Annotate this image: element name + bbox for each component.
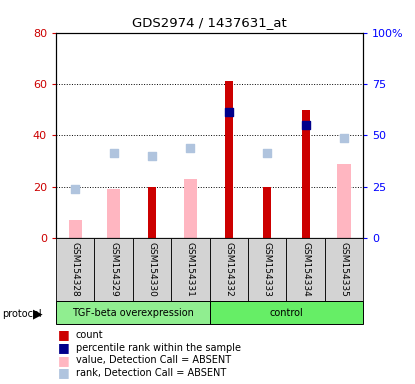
Point: [187, 145, 194, 151]
Bar: [302, 110, 310, 238]
Bar: [210, 301, 363, 324]
Text: GSM154329: GSM154329: [109, 242, 118, 297]
Bar: [56, 238, 95, 301]
Point: [110, 150, 117, 156]
Point: [225, 109, 232, 115]
Point: [264, 150, 271, 156]
Bar: [95, 238, 133, 301]
Text: TGF-beta overexpression: TGF-beta overexpression: [72, 308, 194, 318]
Text: ■: ■: [58, 341, 70, 354]
Bar: [248, 238, 286, 301]
Bar: [263, 187, 271, 238]
Bar: [225, 81, 233, 238]
Point: [302, 122, 309, 128]
Text: ■: ■: [58, 328, 70, 341]
Point: [149, 153, 155, 159]
Bar: [210, 238, 248, 301]
Bar: [325, 238, 363, 301]
Text: control: control: [269, 308, 303, 318]
Point: [341, 135, 347, 141]
Text: GSM154332: GSM154332: [224, 242, 233, 297]
Bar: [148, 187, 156, 238]
Text: GSM154333: GSM154333: [263, 242, 272, 297]
Text: ▶: ▶: [33, 307, 43, 320]
Text: rank, Detection Call = ABSENT: rank, Detection Call = ABSENT: [76, 368, 226, 378]
Text: GSM154331: GSM154331: [186, 242, 195, 297]
Bar: [337, 164, 351, 238]
Text: GSM154330: GSM154330: [147, 242, 156, 297]
Bar: [133, 238, 171, 301]
Bar: [68, 220, 82, 238]
Bar: [56, 301, 210, 324]
Text: protocol: protocol: [2, 309, 42, 319]
Text: GSM154334: GSM154334: [301, 242, 310, 297]
Text: GSM154335: GSM154335: [339, 242, 349, 297]
Title: GDS2974 / 1437631_at: GDS2974 / 1437631_at: [132, 16, 287, 29]
Text: ■: ■: [58, 366, 70, 379]
Bar: [107, 189, 120, 238]
Text: ■: ■: [58, 354, 70, 367]
Text: value, Detection Call = ABSENT: value, Detection Call = ABSENT: [76, 355, 231, 365]
Text: percentile rank within the sample: percentile rank within the sample: [76, 343, 241, 353]
Text: count: count: [76, 330, 103, 340]
Text: GSM154328: GSM154328: [71, 242, 80, 297]
Bar: [286, 238, 325, 301]
Point: [72, 186, 78, 192]
Bar: [184, 179, 197, 238]
Bar: [171, 238, 210, 301]
